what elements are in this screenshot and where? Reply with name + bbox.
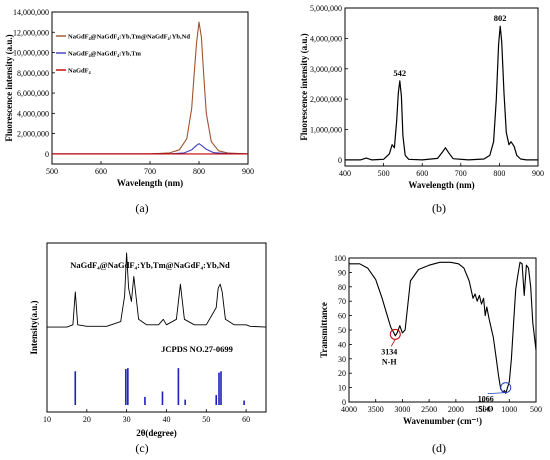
x-tick-label: 1000 bbox=[501, 405, 517, 414]
peak-assignment: Si-O bbox=[478, 405, 494, 414]
y-tick-label: 2,000,000 bbox=[17, 130, 49, 139]
x-tick-label: 2000 bbox=[448, 405, 464, 414]
x-axis-label: Wavelength (nm) bbox=[408, 180, 474, 190]
x-axis-label: 2θ(degree) bbox=[136, 428, 177, 438]
y-tick-label: 70 bbox=[338, 297, 346, 306]
y-tick-label: 0 bbox=[45, 150, 49, 159]
peak-assignment: N-H bbox=[382, 357, 397, 366]
x-tick-label: 900 bbox=[242, 167, 254, 176]
x-tick-label: 30 bbox=[123, 415, 131, 424]
peak-pointer bbox=[487, 392, 506, 394]
x-tick-label: 4000 bbox=[341, 405, 357, 414]
x-tick-label: 600 bbox=[416, 169, 428, 178]
y-axis-label: Fluorescence intensity (a.u.) bbox=[4, 34, 14, 141]
y-axis-label: Intensity(a.u.) bbox=[29, 300, 39, 354]
x-tick-label: 60 bbox=[242, 415, 250, 424]
spectrum-line-0 bbox=[345, 25, 538, 161]
x-tick-label: 10 bbox=[43, 415, 51, 424]
x-tick-label: 20 bbox=[83, 415, 91, 424]
plot-frame bbox=[344, 7, 539, 167]
caption-c: (c) bbox=[135, 441, 148, 455]
y-tick-label: 40 bbox=[338, 340, 346, 349]
y-tick-label: 10,000,000 bbox=[13, 49, 49, 58]
y-tick-label: 80 bbox=[338, 283, 346, 292]
peak-value: 1066 bbox=[478, 395, 494, 404]
plot-frame bbox=[348, 257, 537, 403]
x-tick-label: 800 bbox=[493, 169, 505, 178]
x-tick-label: 2500 bbox=[421, 405, 437, 414]
x-tick-label: 500 bbox=[46, 167, 58, 176]
peak-pointer bbox=[390, 339, 396, 347]
y-tick-label: 60 bbox=[338, 312, 346, 321]
y-tick-label: 4,000,000 bbox=[310, 34, 342, 43]
x-tick-label: 1500 bbox=[475, 405, 491, 414]
y-tick-label: 100 bbox=[334, 254, 346, 263]
y-tick-label: 14,000,000 bbox=[13, 8, 49, 17]
y-tick-label: 90 bbox=[338, 268, 346, 277]
peak-marker bbox=[389, 328, 401, 340]
x-tick-label: 500 bbox=[530, 405, 542, 414]
y-tick-label: 0 bbox=[342, 398, 346, 407]
x-tick-label: 50 bbox=[202, 415, 210, 424]
reference-label: JCPDS NO.27-0699 bbox=[161, 344, 233, 354]
chart-a: 500 600 700 800 900 0 2,000,000 4,000,000 6,000,… bbox=[4, 8, 254, 188]
y-tick-label: 12,000,000 bbox=[13, 28, 49, 37]
x-axis-label: Wavelength (nm) bbox=[117, 178, 183, 188]
x-tick-label: 800 bbox=[193, 167, 205, 176]
y-tick-label: 20 bbox=[338, 369, 346, 378]
caption-d: (d) bbox=[432, 441, 446, 455]
x-axis-label: Wavenumber (cm⁻¹) bbox=[403, 416, 482, 426]
x-tick-label: 3000 bbox=[394, 405, 410, 414]
peak-marker bbox=[500, 382, 512, 394]
legend-label-2: NaGdF₄ bbox=[68, 68, 91, 75]
x-tick-label: 400 bbox=[339, 169, 351, 178]
y-axis-label: Fluorescence intensity (a.u.) bbox=[299, 33, 309, 140]
y-tick-label: 0 bbox=[338, 156, 342, 165]
legend-label-0: NaGdF₄@NaGdF₄:Yb,Tm@NaGdF₄:Yb,Nd bbox=[68, 34, 190, 41]
sample-label: NaGdF₄@NaGdF₄:Yb,Tm@NaGdF₄:Yb,Nd bbox=[70, 260, 230, 270]
y-tick-label: 8,000,000 bbox=[17, 69, 49, 78]
x-tick-label: 700 bbox=[455, 169, 467, 178]
ftir-line-0 bbox=[349, 261, 537, 394]
x-tick-label: 900 bbox=[532, 169, 544, 178]
x-tick-label: 40 bbox=[162, 415, 170, 424]
peak-label: 542 bbox=[393, 68, 406, 78]
y-tick-label: 1,000,000 bbox=[310, 126, 342, 135]
caption-a: (a) bbox=[135, 201, 148, 215]
y-tick-label: 4,000,000 bbox=[17, 109, 49, 118]
x-tick-label: 500 bbox=[378, 169, 390, 178]
series-line-0 bbox=[52, 21, 249, 155]
y-tick-label: 2,000,000 bbox=[310, 95, 342, 104]
series-line-1 bbox=[52, 143, 249, 155]
y-tick-label: 30 bbox=[338, 355, 346, 364]
xrd-pattern-line bbox=[47, 252, 267, 328]
chart-c: 10 20 30 40 50 60 NaGdF₄@NaGdF₄:Yb,Tm@NaGdF₄:Y… bbox=[29, 242, 267, 438]
y-tick-label: 6,000,000 bbox=[17, 89, 49, 98]
y-tick-label: 50 bbox=[338, 326, 346, 335]
peak-value: 3134 bbox=[381, 347, 397, 356]
y-tick-label: 5,000,000 bbox=[310, 4, 342, 13]
caption-b: (b) bbox=[432, 201, 446, 215]
x-tick-label: 600 bbox=[95, 167, 107, 176]
y-tick-label: 3,000,000 bbox=[310, 65, 342, 74]
y-axis-label: Transmittance bbox=[319, 302, 329, 358]
x-tick-label: 700 bbox=[144, 167, 156, 176]
legend-label-1: NaGdF₄@NaGdF₄:Yb,Tm bbox=[68, 51, 142, 58]
chart-b: 400 500 600 700 800 900 0 1,000,000 2,000,000 3,0… bbox=[299, 4, 544, 190]
y-tick-label: 10 bbox=[338, 384, 346, 393]
chart-d: 4000 3500 3000 2500 2000 1500 1000 500 0 10 20 30 40… bbox=[319, 254, 542, 426]
x-tick-label: 3500 bbox=[368, 405, 384, 414]
peak-label: 802 bbox=[494, 13, 507, 23]
